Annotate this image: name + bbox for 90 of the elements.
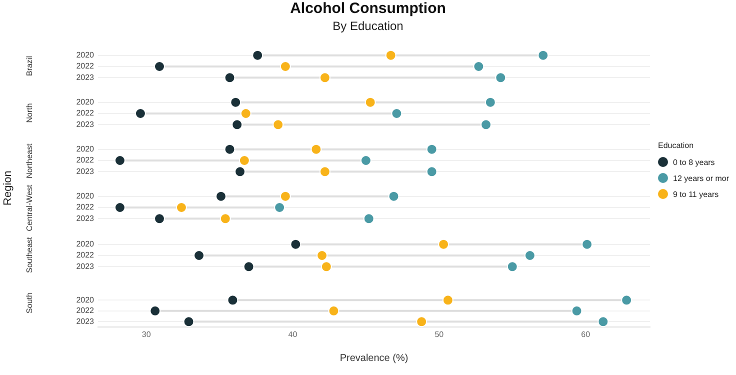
point: [154, 214, 165, 225]
x-axis-title: Prevalence (%): [340, 352, 408, 364]
y-axis-title: North: [24, 102, 35, 126]
y-axis-title: Southeast: [25, 237, 34, 274]
y-tick-label: 2022: [76, 306, 95, 315]
point: [524, 250, 536, 261]
chart-subtitle: By Education: [332, 19, 404, 33]
point: [320, 260, 332, 272]
point: [232, 118, 243, 130]
y-tick-label: 2022: [76, 108, 95, 118]
point: [438, 238, 450, 250]
point: [360, 155, 372, 166]
point: [391, 108, 402, 119]
point: [538, 49, 549, 60]
point: [176, 202, 187, 214]
text: Region: [2, 170, 14, 208]
legend-label: 0 to 8 years: [673, 158, 715, 167]
point: [426, 166, 438, 178]
y-tick-label: 2020: [76, 294, 95, 304]
point: [319, 166, 330, 178]
y-tick-label: 2022: [76, 61, 95, 70]
y-tick-label: 2022: [76, 156, 95, 165]
point: [234, 166, 246, 178]
point: [388, 191, 400, 202]
legend-label: 12 years or mor: [673, 174, 730, 183]
y-tick-label: 2020: [76, 192, 95, 201]
y-axis-title: South: [24, 291, 35, 315]
point: [582, 238, 593, 250]
y-tick-label: 2020: [76, 239, 95, 248]
y-tick-label: 2023: [76, 72, 95, 82]
point: [224, 72, 236, 83]
y-tick-label: 2020: [76, 144, 95, 154]
y-tick-label: 2023: [76, 120, 95, 129]
point: [290, 238, 302, 250]
y-tick-label: 2023: [76, 262, 95, 271]
point: [183, 316, 194, 327]
y-axis-title: Brazil: [24, 55, 35, 78]
x-tick-label: 60: [581, 330, 591, 339]
point: [310, 144, 322, 155]
point: [224, 144, 236, 155]
point: [134, 108, 146, 119]
y-tick-label: 2020: [76, 97, 95, 106]
point: [272, 118, 284, 130]
y-tick-label: 2022: [76, 203, 95, 212]
point: [442, 294, 454, 306]
point: [495, 72, 506, 83]
point: [150, 304, 161, 316]
point: [280, 191, 291, 202]
point: [363, 214, 374, 225]
legend-title: Education: [658, 141, 695, 150]
point: [114, 155, 126, 166]
point: [227, 294, 238, 306]
point: [154, 60, 165, 72]
x-tick-label: 40: [288, 330, 298, 339]
point: [280, 60, 291, 72]
point: [598, 316, 609, 327]
point: [364, 96, 376, 108]
point: [114, 202, 126, 214]
point: [484, 96, 496, 108]
y-axis-title: Central-West: [24, 184, 35, 234]
point: [194, 250, 205, 261]
legend-label: 9 to 11 years: [673, 190, 719, 199]
x-tick-label: 30: [142, 330, 152, 339]
point: [480, 118, 492, 130]
point: [274, 202, 286, 214]
point: [426, 144, 438, 155]
point: [506, 260, 518, 272]
chart-title: Alcohol Consumption: [289, 0, 447, 17]
x-tick-label: 50: [434, 330, 444, 339]
point: [220, 214, 231, 225]
point: [240, 108, 252, 119]
y-tick-label: 2020: [76, 50, 95, 60]
y-tick-label: 2023: [76, 166, 95, 176]
point: [252, 49, 264, 60]
point: [243, 260, 254, 272]
y-tick-label: 2022: [76, 250, 95, 260]
y-tick-label: 2023: [76, 316, 95, 326]
point: [328, 304, 340, 316]
point: [230, 96, 242, 108]
point: [316, 250, 328, 261]
y-axis-title: Northeast: [25, 143, 34, 178]
point: [319, 72, 330, 83]
y-tick-label: 2023: [76, 214, 95, 224]
point: [571, 304, 582, 316]
point: [238, 155, 250, 166]
point: [621, 294, 632, 306]
point: [215, 191, 226, 202]
point: [416, 316, 428, 327]
point: [385, 49, 396, 60]
point: [473, 60, 484, 72]
